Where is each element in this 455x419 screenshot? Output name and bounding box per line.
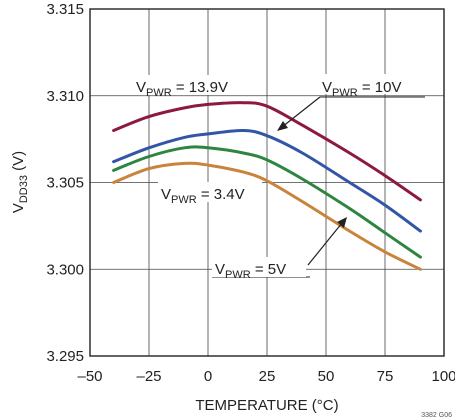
- figure-id: 3382 G06: [421, 412, 452, 419]
- x-tick-label: 100: [431, 368, 455, 385]
- series-label-10v: VPWR = 10V: [322, 79, 401, 99]
- series-line-0: [112, 101, 422, 202]
- x-tick-label: –25: [136, 368, 161, 385]
- y-tick-label: 3.295: [46, 348, 84, 365]
- y-axis-label-unit: (V): [10, 151, 27, 175]
- series-label-3-4v: VPWR = 3.4V: [161, 186, 245, 206]
- y-tick-labels: 3.295 3.300 3.305 3.310 3.315: [46, 1, 84, 365]
- arrow-10v-head: [277, 121, 288, 131]
- series-line-1: [112, 128, 422, 233]
- x-tick-label: –50: [77, 368, 102, 385]
- label-bg-3-4v: [158, 182, 262, 202]
- arrow-5v-head: [337, 217, 347, 228]
- gridlines: [90, 9, 444, 356]
- y-axis-label: VDD33 (V): [10, 151, 30, 213]
- y-axis-label-main: V: [10, 203, 27, 213]
- arrow-5v-line: [307, 222, 343, 266]
- label-bg-5v: [212, 257, 306, 277]
- label-bg-10v: [320, 74, 418, 94]
- y-tick-label: 3.300: [46, 261, 84, 278]
- x-tick-label: 25: [259, 368, 276, 385]
- x-tick-label: 50: [318, 368, 335, 385]
- series-label-13-9v: VPWR = 13.9V: [136, 79, 228, 99]
- y-axis-label-sub: DD33: [18, 175, 30, 203]
- x-tick-labels: –50 –25 0 25 50 75 100: [77, 368, 455, 385]
- series-line-3: [112, 161, 422, 271]
- x-tick-label: 0: [204, 368, 212, 385]
- y-tick-label: 3.315: [46, 1, 84, 18]
- arrow-10v-line: [281, 96, 321, 128]
- series-line-2: [112, 145, 422, 259]
- label-bg-13-9v: [133, 75, 245, 95]
- plot-frame: [89, 8, 445, 357]
- series-layer: [112, 101, 422, 271]
- x-tick-label: 75: [377, 368, 394, 385]
- series-label-5v: VPWR = 5V: [215, 261, 286, 281]
- y-tick-label: 3.305: [46, 175, 84, 192]
- y-tick-label: 3.310: [46, 88, 84, 105]
- x-axis-label: TEMPERATURE (°C): [195, 397, 338, 414]
